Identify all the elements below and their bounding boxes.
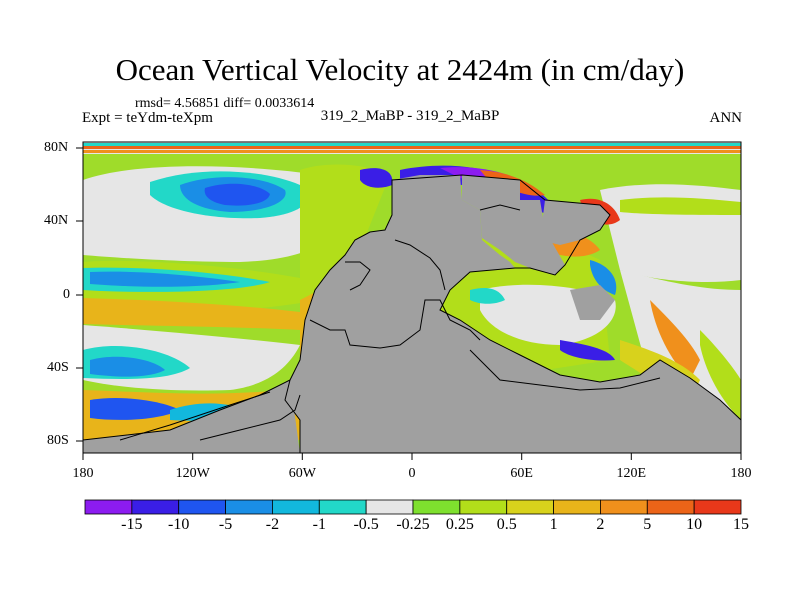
colorbar-swatch [459, 499, 508, 515]
colorbar-swatch [365, 499, 414, 515]
colorbar-label: 2 [596, 516, 605, 533]
x-tick-120w: 120W [175, 466, 210, 481]
colorbar-swatch [553, 499, 601, 515]
y-tick-40s: 40S [47, 360, 69, 375]
land-americas [285, 175, 741, 453]
colorbar-label: -1 [312, 516, 326, 533]
x-tick-60e: 60E [510, 466, 533, 481]
colorbar-label: 0.25 [445, 516, 474, 533]
equatorial-blue [90, 271, 240, 287]
colorbar-swatch [225, 499, 273, 515]
colorbar-label: 0.5 [496, 516, 517, 533]
arctic-red-band [83, 146, 741, 149]
comparison-label: 319_2_MaBP - 319_2_MaBP [320, 108, 500, 124]
colorbar-swatch [272, 499, 320, 515]
x-tick-180-right: 180 [730, 466, 752, 481]
arctic-cyan-band [83, 143, 741, 147]
west-pacific-cyan [590, 260, 617, 295]
colorbar-swatch [693, 499, 742, 515]
colorbar-swatch [84, 499, 133, 515]
east-pacific-orange [650, 300, 700, 380]
x-tick-120e: 120E [616, 466, 647, 481]
colorbar-label: -2 [265, 516, 280, 533]
indian-cyan [470, 288, 505, 304]
atlantic-blue-rim [360, 168, 393, 188]
colorbar-label: -5 [218, 516, 233, 533]
x-tick-180-left: 180 [72, 466, 94, 481]
north-pacific-blue [204, 183, 270, 206]
colorbar [84, 499, 742, 515]
colorbar-swatch [600, 499, 648, 515]
season-label: ANN [709, 110, 743, 126]
indian-blue-rim [560, 340, 615, 361]
colorbar-swatch [506, 499, 554, 515]
colorbar-label: 10 [686, 516, 703, 533]
experiment-label: Expt = teYdm-teXpm [82, 110, 213, 126]
coastline-interior [119, 204, 661, 441]
colorbar-label: -10 [168, 516, 190, 533]
stats-label: rmsd= 4.56851 diff= 0.0033614 [135, 96, 315, 111]
x-tick-60w: 60W [288, 466, 316, 481]
southern-ocean-blue [90, 398, 180, 420]
land-southeast [570, 285, 615, 320]
tick-marks [76, 147, 742, 460]
colorbar-swatch [178, 499, 226, 515]
colorbar-label: -0.25 [396, 516, 430, 533]
colorbar-label: -15 [121, 516, 143, 533]
colorbar-swatch [646, 499, 695, 515]
map-field [83, 142, 741, 453]
y-tick-80s: 80S [47, 433, 69, 448]
colorbar-label: 1 [549, 516, 558, 533]
colorbar-label: -0.5 [353, 516, 379, 533]
colorbar-swatch [412, 499, 461, 515]
colorbar-label: 5 [643, 516, 652, 533]
colorbar-label: 15 [733, 516, 749, 533]
arctic-orange-band [83, 150, 741, 153]
equatorial-orange [83, 298, 300, 330]
coastline-outline [284, 174, 741, 453]
south-pacific-blue [90, 356, 165, 377]
x-tick-0: 0 [408, 466, 416, 481]
colorbar-swatch [131, 499, 180, 515]
y-tick-0: 0 [63, 287, 70, 302]
plot-title: Ocean Vertical Velocity at 2424m (in cm/… [115, 52, 685, 87]
y-tick-40n: 40N [44, 213, 69, 228]
land-east-fill [462, 175, 565, 275]
east-pacific-green [620, 197, 741, 215]
colorbar-swatch [318, 499, 367, 515]
east-pacific-green-band [700, 330, 741, 420]
coastline-south [83, 379, 291, 441]
y-tick-80n: 80N [44, 140, 69, 155]
